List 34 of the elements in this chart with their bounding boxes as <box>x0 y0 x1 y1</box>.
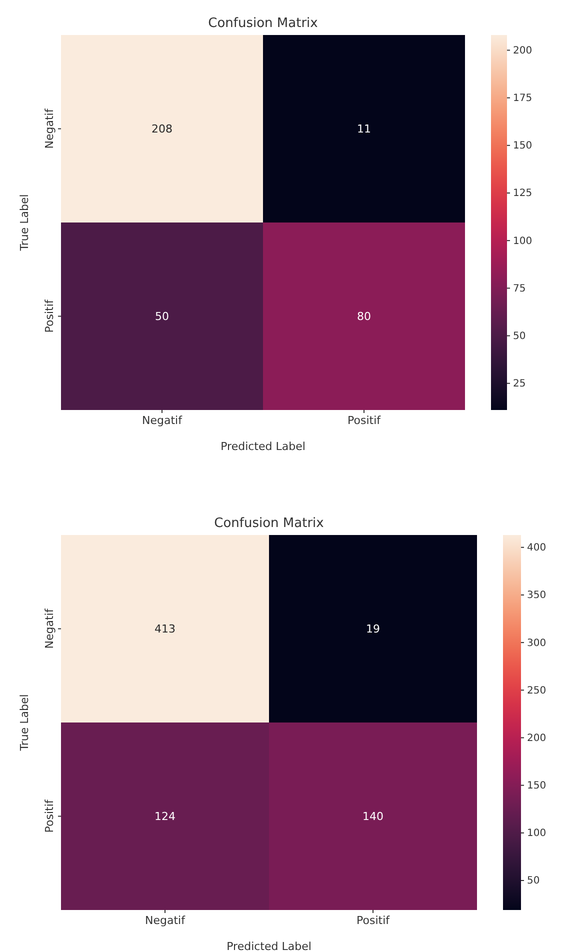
color-bar-label: 200 <box>527 732 546 744</box>
y-tick-label: Negatif <box>43 108 56 149</box>
color-bar-label: 350 <box>527 590 546 602</box>
color-bar-label: 300 <box>527 638 546 649</box>
data-label: 80 <box>357 310 371 324</box>
color-bar-label: 200 <box>513 45 532 56</box>
data-label: 124 <box>154 810 176 824</box>
color-bar-label: 50 <box>527 876 540 887</box>
color-bar-label: 150 <box>527 780 546 792</box>
x-axis-title: Predicted Label <box>220 440 306 453</box>
data-label: 19 <box>366 622 380 636</box>
data-label: 208 <box>152 122 172 136</box>
data-label: 140 <box>362 810 384 824</box>
color-bar-label: 50 <box>513 330 526 342</box>
color-bar-label: 75 <box>513 283 526 294</box>
color-bar-label: 150 <box>513 140 532 152</box>
chart-title: Confusion Matrix <box>214 516 324 531</box>
color-bar-label: 250 <box>527 685 546 696</box>
color-bar-label: 100 <box>527 828 546 840</box>
color-bar-label: 25 <box>513 378 526 390</box>
color-bar-label: 125 <box>513 188 532 200</box>
y-tick-label: Negatif <box>43 608 56 649</box>
y-tick-label: Positif <box>43 798 56 833</box>
y-axis-title: True Label <box>18 194 31 252</box>
data-label: 11 <box>357 122 371 136</box>
color-bar-label: 175 <box>513 93 532 104</box>
y-tick-label: Positif <box>43 298 56 333</box>
y-axis-title: True Label <box>18 694 31 752</box>
data-label: 50 <box>155 310 169 324</box>
data-label: 413 <box>154 622 176 636</box>
x-axis-title: Predicted Label <box>226 940 312 952</box>
color-bar-label: 400 <box>527 542 546 554</box>
color-bar-label: 100 <box>513 236 532 247</box>
chart-title: Confusion Matrix <box>208 16 318 31</box>
